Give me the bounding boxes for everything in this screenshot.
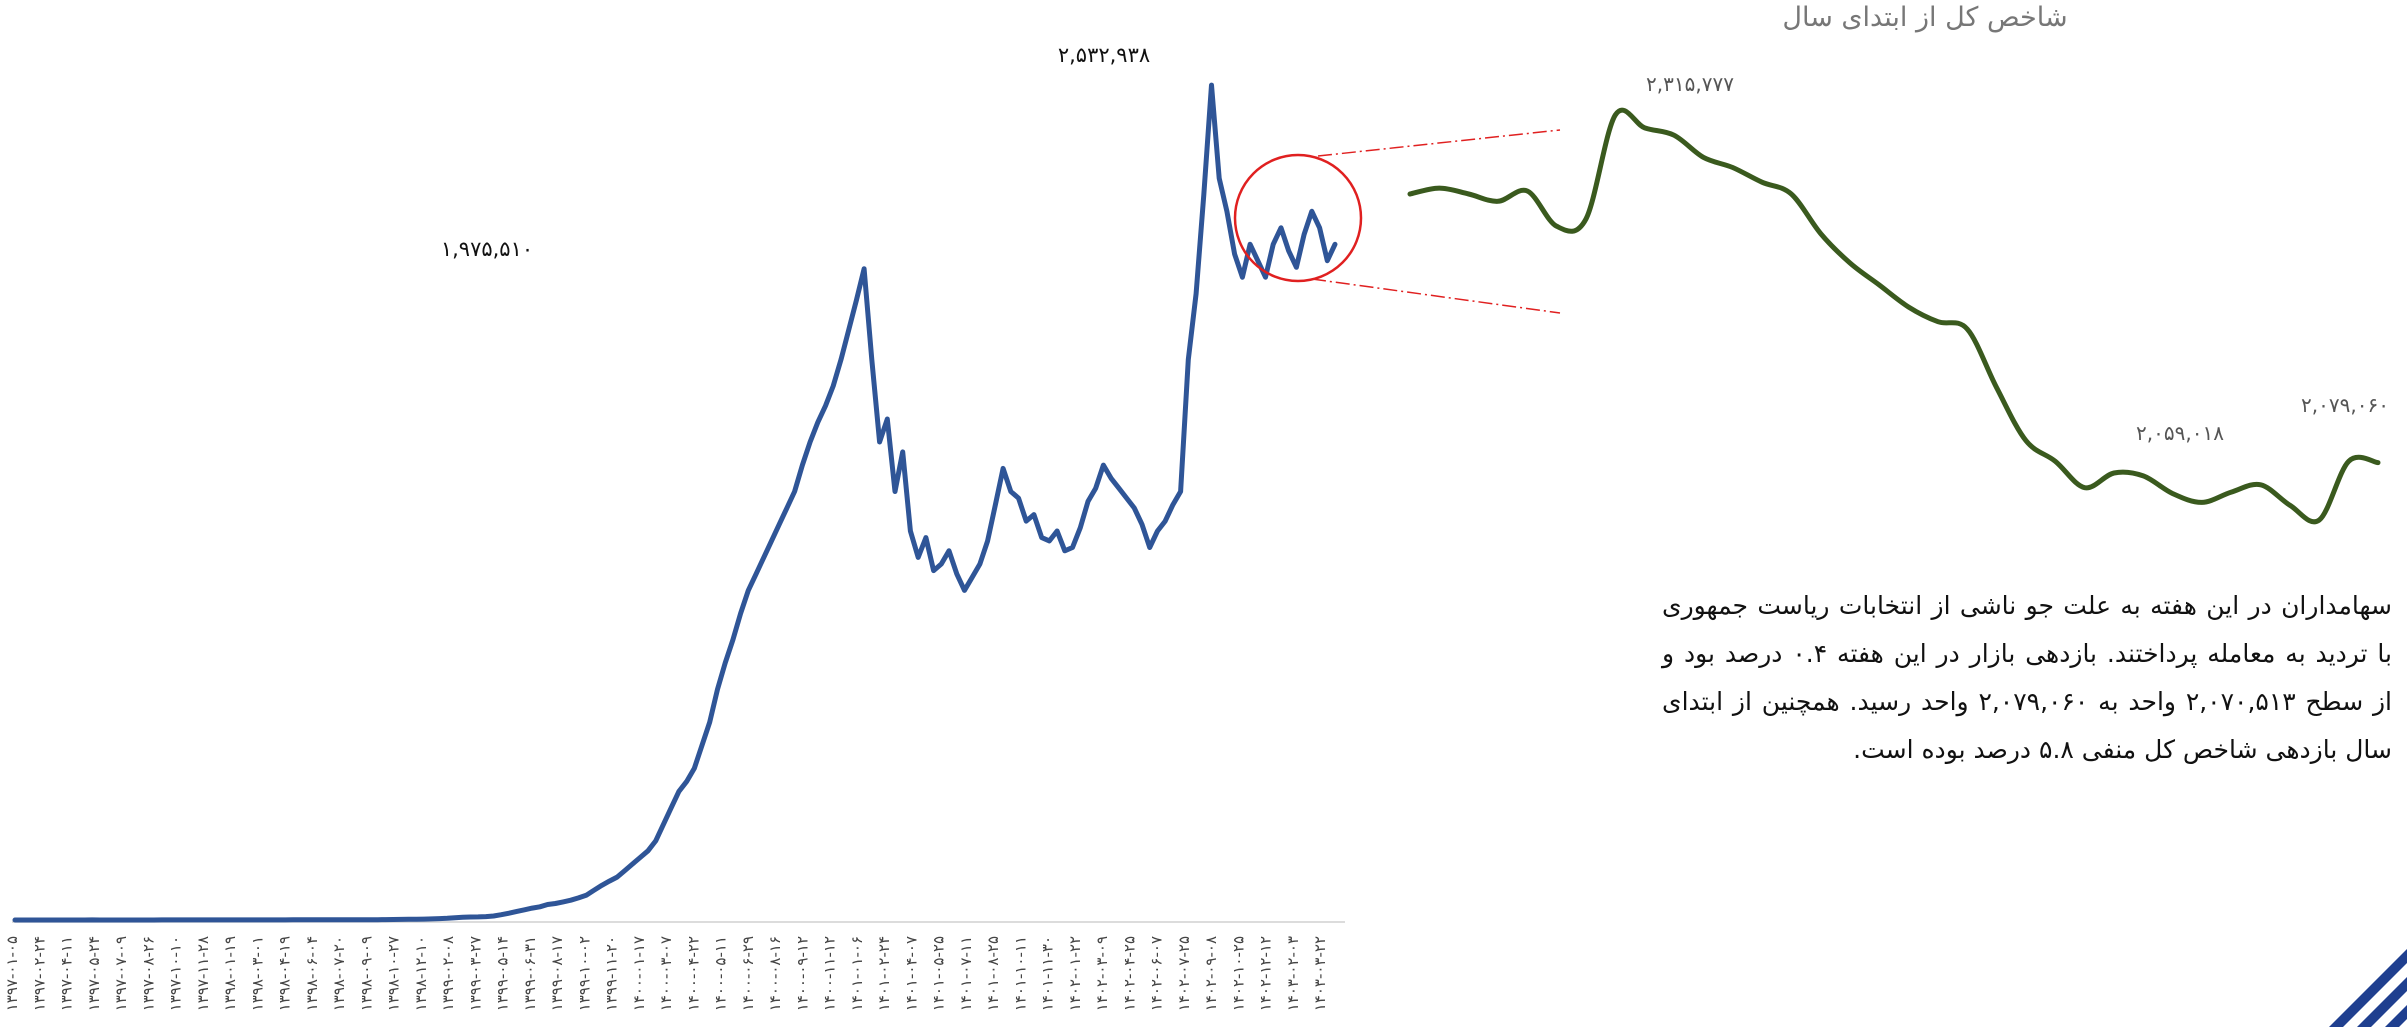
x-tick-label: ۱۴۰۱-۱۰-۱۱ — [1011, 936, 1029, 1011]
x-tick-label: ۱۴۰۲-۰۱-۲۲ — [1066, 936, 1084, 1011]
x-tick-label: ۱۴۰۲-۰۷-۲۵ — [1175, 936, 1193, 1011]
x-tick-label: ۱۴۰۰-۰۱-۱۷ — [630, 936, 648, 1011]
x-tick-label: ۱۴۰۳-۰۲-۰۳ — [1284, 936, 1302, 1011]
x-tick-label: ۱۴۰۲-۰۶-۰۷ — [1148, 936, 1166, 1011]
x-tick-label: ۱۳۹۹-۰۶-۳۱ — [521, 936, 539, 1011]
inset-chart-title: شاخص کل از ابتدای سال — [1782, 2, 2068, 33]
x-tick-label: ۱۳۹۷-۰۵-۲۴ — [85, 936, 103, 1011]
x-tick-label: ۱۴۰۲-۱۰-۲۵ — [1229, 936, 1247, 1011]
weekly-summary-text: سهامداران در این هفته به علت جو ناشی از … — [1662, 591, 2392, 764]
x-tick-label: ۱۴۰۰-۰۹-۱۲ — [793, 936, 811, 1011]
x-tick-label: ۱۳۹۷-۰۸-۲۶ — [139, 936, 157, 1011]
main-chart: ۱۳۹۷-۰۱-۰۵ ۱۳۹۷-۰۲-۲۴ ۱۳۹۷-۰۴-۱۱ ۱۳۹۷-۰۵-۲۴… — [3, 43, 1345, 1011]
x-tick-label: ۱۳۹۷-۱۰-۱۰ — [167, 936, 185, 1011]
highlight-circle — [1233, 153, 1363, 283]
x-tick-label: ۱۳۹۸-۰۶-۰۴ — [303, 936, 321, 1011]
x-tick-label: ۱۴۰۱-۰۵-۲۵ — [930, 936, 948, 1011]
x-tick-label: ۱۳۹۹-۰۲-۰۸ — [439, 936, 457, 1011]
inset-peak-label: ۲,۳۱۵,۷۷۷ — [1646, 72, 1734, 96]
x-tick-label: ۱۴۰۱-۰۲-۲۴ — [875, 936, 893, 1011]
connector-line-top — [1317, 129, 1561, 157]
x-tick-label: ۱۳۹۷-۱۱-۲۸ — [194, 936, 212, 1011]
x-tick-label: ۱۴۰۰-۰۵-۱۱ — [712, 936, 730, 1011]
x-tick-label: ۱۴۰۰-۱۱-۱۲ — [821, 936, 839, 1011]
x-tick-label: ۱۳۹۸-۰۷-۲۰ — [330, 936, 348, 1011]
x-tick-label: ۱۳۹۸-۱۰-۲۷ — [385, 936, 403, 1011]
x-tick-label: ۱۴۰۱-۰۷-۱۱ — [957, 936, 975, 1011]
peak-label-1: ۱,۹۷۵,۵۱۰ — [441, 237, 533, 261]
main-index-line — [12, 82, 1338, 923]
x-tick-label: ۱۴۰۲-۰۴-۲۵ — [1120, 936, 1138, 1011]
stripes-logo-icon — [2329, 949, 2407, 1027]
x-tick-label: ۱۳۹۸-۰۳-۰۱ — [248, 936, 266, 1011]
x-tick-label: ۱۳۹۹-۱۱-۲۰ — [603, 936, 621, 1011]
x-tick-label: ۱۴۰۱-۰۴-۰۷ — [902, 936, 920, 1011]
x-tick-label: ۱۳۹۸-۰۴-۱۹ — [276, 936, 294, 1011]
x-tick-label: ۱۴۰۱-۱۱-۳۰ — [1039, 936, 1057, 1011]
x-tick-label: ۱۴۰۰-۰۸-۱۶ — [766, 936, 784, 1011]
x-tick-label: ۱۴۰۱-۰۱-۰۶ — [848, 936, 866, 1011]
x-tick-label: ۱۳۹۷-۰۴-۱۱ — [58, 936, 76, 1011]
x-tick-label: ۱۳۹۹-۰۵-۱۴ — [494, 936, 512, 1011]
peak-label-2: ۲,۵۳۲,۹۳۸ — [1058, 43, 1150, 67]
x-tick-label: ۱۳۹۸-۰۱-۱۹ — [221, 936, 239, 1011]
connector-line-bottom — [1311, 278, 1561, 314]
x-tick-label: ۱۳۹۹-۰۸-۱۷ — [548, 936, 566, 1011]
x-tick-label: ۱۴۰۲-۱۲-۱۲ — [1257, 936, 1275, 1011]
x-tick-label: ۱۴۰۰-۰۶-۲۹ — [739, 936, 757, 1011]
x-tick-label: ۱۴۰۳-۰۳-۲۲ — [1311, 936, 1329, 1011]
inset-last-label: ۲,۰۷۹,۰۶۰ — [2301, 393, 2389, 417]
x-tick-label: ۱۳۹۸-۰۹-۰۹ — [357, 936, 375, 1011]
x-tick-label: ۱۳۹۹-۰۳-۲۷ — [466, 936, 484, 1011]
x-tick-label: ۱۴۰۱-۰۸-۲۵ — [984, 936, 1002, 1011]
x-tick-label: ۱۴۰۲-۰۳-۰۹ — [1093, 936, 1111, 1011]
x-tick-label: ۱۴۰۰-۰۴-۲۲ — [684, 936, 702, 1011]
x-tick-label: ۱۳۹۷-۰۲-۲۴ — [30, 936, 48, 1011]
x-tick-label: ۱۳۹۸-۱۲-۱۰ — [412, 936, 430, 1011]
x-tick-label: ۱۳۹۷-۰۷-۰۹ — [112, 936, 130, 1011]
inset-chart: ۲,۳۱۵,۷۷۷ ۲,۰۵۹,۰۱۸ ۲,۰۷۹,۰۶۰ — [1407, 72, 2389, 525]
inset-index-line — [1407, 107, 2381, 525]
x-tick-labels: ۱۳۹۷-۰۱-۰۵ ۱۳۹۷-۰۲-۲۴ ۱۳۹۷-۰۴-۱۱ ۱۳۹۷-۰۵-۲۴… — [3, 936, 1329, 1011]
x-tick-label: ۱۳۹۹-۱۰-۰۲ — [575, 936, 593, 1011]
x-tick-label: ۱۴۰۰-۰۳-۰۷ — [657, 936, 675, 1011]
inset-low-label: ۲,۰۵۹,۰۱۸ — [2136, 421, 2224, 445]
x-tick-label: ۱۴۰۲-۰۹-۰۸ — [1202, 936, 1220, 1011]
zoom-callout — [1233, 129, 1561, 314]
x-tick-label: ۱۳۹۷-۰۱-۰۵ — [3, 936, 21, 1011]
